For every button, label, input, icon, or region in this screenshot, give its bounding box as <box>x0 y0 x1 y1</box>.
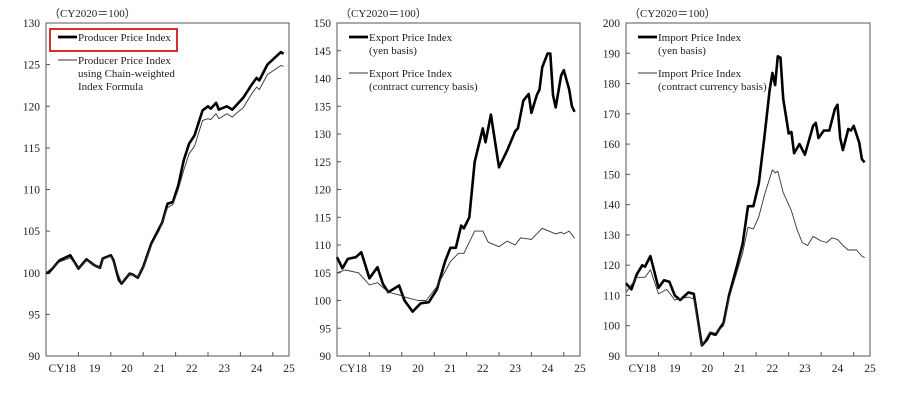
y-tick-label: 90 <box>29 351 41 363</box>
x-tick-label: 20 <box>121 363 133 375</box>
y-tick-label: 120 <box>23 101 41 113</box>
legend-label: Producer Price Index <box>78 55 171 67</box>
legend-label: using Chain-weighted <box>78 68 175 80</box>
x-tick-label: 22 <box>767 363 779 375</box>
legend-label: Export Price Index <box>369 32 453 44</box>
x-tick-label: CY18 <box>48 363 76 375</box>
legend-label: Index Formula <box>78 81 143 93</box>
y-tick-label: 100 <box>603 321 621 333</box>
y-tick-label: 95 <box>320 323 332 335</box>
x-tick-label: CY18 <box>339 363 367 375</box>
series-line-thick <box>625 55 866 347</box>
legend: Producer Price Index Producer Price Index… <box>58 32 175 93</box>
legend-label: Export Price Index <box>369 68 453 80</box>
y-tick-label: 145 <box>314 46 332 58</box>
y-tick-label: 120 <box>603 260 621 272</box>
y-tick-label: 150 <box>314 18 332 30</box>
unit-note: （CY2020＝100） <box>49 7 136 20</box>
chart-panel-1: （CY2020＝100） 90 95 100 105 110 115 120 125 130 CY1… <box>23 7 295 375</box>
series-line-thin <box>45 65 284 284</box>
legend-label: (yen basis) <box>369 45 417 57</box>
x-tick-label: 25 <box>864 363 876 375</box>
legend-label: (contract currency basis) <box>369 81 478 93</box>
x-tick-label: 19 <box>89 363 101 375</box>
highlight-box <box>49 28 178 52</box>
y-tick-label: 180 <box>603 79 621 91</box>
series-line-thin <box>336 227 575 301</box>
unit-note: （CY2020＝100） <box>629 7 716 20</box>
x-tick-label: 21 <box>734 363 746 375</box>
y-tick-label: 200 <box>603 18 621 30</box>
x-tick-label: 21 <box>154 363 166 375</box>
y-tick-label: 110 <box>314 240 331 252</box>
x-tick-label: CY18 <box>629 363 657 375</box>
legend: Export Price Index(yen basis)Export Pric… <box>349 32 478 93</box>
y-tick-label: 120 <box>314 185 332 197</box>
chart-panel-2: （CY2020＝100） 90 95 100 105 110 115 120 125 130 135… <box>314 7 586 375</box>
y-tick-label: 140 <box>314 74 332 86</box>
y-tick-label: 135 <box>314 101 332 113</box>
y-tick-label: 170 <box>603 109 621 121</box>
plot-frame <box>625 22 871 357</box>
y-tick-label: 90 <box>320 351 332 363</box>
y-tick-label: 130 <box>314 129 332 141</box>
x-tick-label: 24 <box>832 363 844 375</box>
x-tick-label: 20 <box>702 363 714 375</box>
x-tick-label: 21 <box>445 363 457 375</box>
y-tick-label: 140 <box>603 200 621 212</box>
y-tick-label: 95 <box>29 309 41 321</box>
series-line-thin <box>625 169 865 346</box>
x-tick-label: 23 <box>799 363 811 375</box>
x-tick-label: 20 <box>412 363 424 375</box>
legend-label: (yen basis) <box>658 45 706 57</box>
legend-label: Producer Price Index <box>78 32 171 44</box>
y-tick-label: 100 <box>314 296 332 308</box>
y-tick-label: 90 <box>609 351 621 363</box>
y-tick-label: 115 <box>23 143 40 155</box>
y-tick-label: 105 <box>314 268 332 280</box>
x-tick-label: 25 <box>283 363 295 375</box>
x-tick-label: 24 <box>542 363 554 375</box>
series-line-thick <box>335 52 576 313</box>
y-tick-label: 105 <box>23 226 41 238</box>
y-tick-label: 150 <box>603 169 621 181</box>
x-tick-label: 19 <box>380 363 392 375</box>
legend: Import Price Index(yen basis)Import Pric… <box>638 32 767 93</box>
y-tick-label: 130 <box>23 18 41 30</box>
unit-note: （CY2020＝100） <box>340 7 427 20</box>
y-tick-label: 110 <box>603 290 620 302</box>
x-tick-label: 22 <box>186 363 198 375</box>
y-tick-label: 125 <box>314 157 332 169</box>
x-tick-label: 24 <box>251 363 263 375</box>
legend-label: (contract currency basis) <box>658 81 767 93</box>
legend-label: Import Price Index <box>658 68 742 80</box>
x-tick-label: 23 <box>509 363 521 375</box>
y-tick-label: 130 <box>603 230 621 242</box>
y-tick-label: 115 <box>314 212 331 224</box>
legend-label: Import Price Index <box>658 32 742 44</box>
x-tick-label: 22 <box>477 363 489 375</box>
y-tick-label: 160 <box>603 139 621 151</box>
chart-panel-3: （CY2020＝100） 90 100 110 120 130 140 150 160 170 18… <box>603 7 876 375</box>
x-tick-label: 19 <box>669 363 681 375</box>
y-tick-label: 125 <box>23 60 41 72</box>
y-tick-label: 100 <box>23 268 41 280</box>
x-tick-label: 23 <box>218 363 230 375</box>
y-tick-label: 110 <box>23 185 40 197</box>
y-tick-label: 190 <box>603 48 621 60</box>
x-tick-label: 25 <box>574 363 586 375</box>
